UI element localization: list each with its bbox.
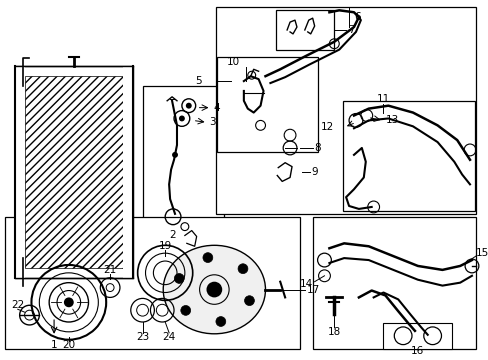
Text: 9: 9	[311, 167, 318, 176]
Text: 22: 22	[11, 300, 24, 310]
Circle shape	[203, 253, 212, 262]
Text: 1: 1	[51, 339, 57, 350]
Text: 10: 10	[226, 57, 239, 67]
Text: 2: 2	[168, 230, 175, 240]
Text: 18: 18	[327, 327, 340, 337]
Text: 8: 8	[314, 143, 321, 153]
Text: 20: 20	[62, 339, 75, 350]
Bar	[276, 10, 334, 50]
Bar	[216, 7, 475, 214]
Bar	[142, 86, 224, 229]
Text: 15: 15	[475, 248, 488, 258]
Bar	[343, 101, 474, 211]
Bar	[122, 66, 132, 278]
Bar	[383, 323, 451, 348]
Text: 11: 11	[376, 94, 389, 104]
Text: 4: 4	[213, 103, 220, 113]
Circle shape	[216, 316, 225, 327]
Circle shape	[181, 306, 190, 315]
Text: 5: 5	[195, 76, 201, 86]
Circle shape	[179, 116, 184, 121]
Circle shape	[172, 152, 178, 158]
Text: 24: 24	[162, 332, 175, 342]
Text: 16: 16	[410, 346, 424, 356]
Circle shape	[174, 274, 184, 283]
Bar	[15, 66, 24, 278]
Text: 17: 17	[306, 284, 319, 294]
Bar	[15, 66, 132, 278]
Bar	[5, 217, 299, 348]
Ellipse shape	[163, 245, 265, 334]
Text: 13: 13	[385, 116, 398, 125]
Text: 23: 23	[136, 332, 149, 342]
Text: 6: 6	[353, 12, 360, 22]
Text: 14: 14	[299, 279, 312, 289]
Circle shape	[185, 103, 191, 109]
Circle shape	[206, 282, 222, 297]
Bar	[217, 57, 317, 152]
Text: 3: 3	[209, 117, 216, 127]
Bar	[312, 217, 475, 348]
Text: 7: 7	[347, 25, 354, 35]
Bar	[24, 76, 122, 268]
Circle shape	[244, 296, 254, 306]
Text: 19: 19	[158, 241, 171, 251]
Text: 21: 21	[103, 265, 117, 275]
Circle shape	[238, 264, 247, 274]
Text: 12: 12	[321, 122, 334, 132]
Circle shape	[64, 297, 74, 307]
